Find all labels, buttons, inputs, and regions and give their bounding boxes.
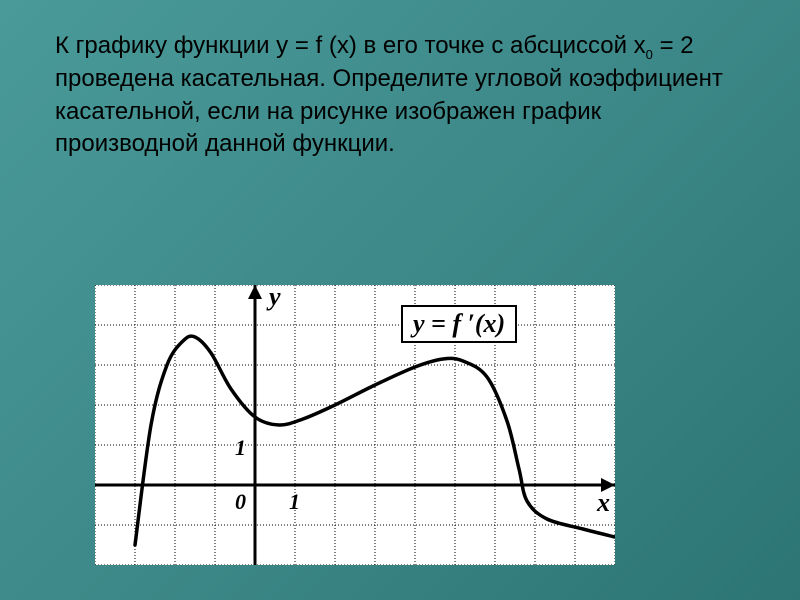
problem-before: К графику функции y = f (x) в его точке … [55, 32, 646, 59]
problem-text: К графику функции y = f (x) в его точке … [55, 30, 740, 161]
svg-text:1: 1 [289, 489, 300, 514]
equation-label: y = f ′(x) [401, 305, 517, 343]
svg-text:x: x [596, 488, 610, 517]
svg-text:1: 1 [235, 435, 246, 460]
problem-sub: 0 [646, 47, 653, 62]
chart-svg: y x 0 1 1 [95, 285, 615, 565]
svg-text:y: y [266, 285, 281, 311]
derivative-chart: y x 0 1 1 y = f ′(x) [95, 285, 615, 565]
svg-text:0: 0 [235, 489, 246, 514]
